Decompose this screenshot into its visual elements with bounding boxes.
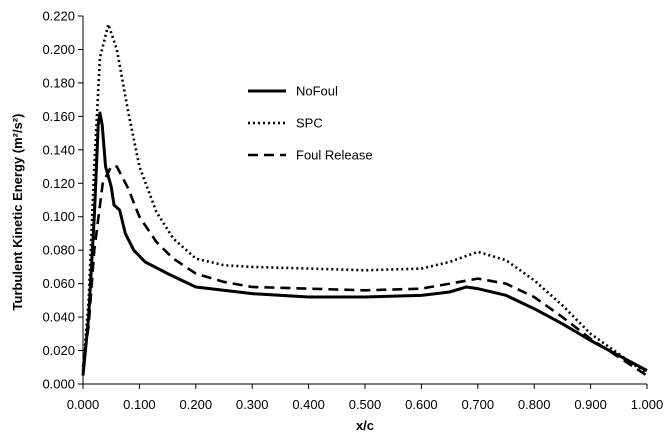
x-tick-label: 0.600 bbox=[405, 397, 438, 412]
x-tick-label: 0.000 bbox=[67, 397, 100, 412]
y-tick-label: 0.200 bbox=[42, 42, 75, 57]
x-tick-label: 0.700 bbox=[462, 397, 495, 412]
y-tick-label: 0.140 bbox=[42, 142, 75, 157]
series-layer bbox=[81, 23, 648, 377]
y-axis-title: Turbulent Kinetic Energy (m²/s²) bbox=[10, 114, 25, 311]
y-tick-label: 0.220 bbox=[42, 9, 75, 24]
y-tick-label: 0.120 bbox=[42, 176, 75, 191]
series-line-foul-release bbox=[81, 165, 648, 377]
x-tick-label: 0.100 bbox=[123, 397, 156, 412]
y-tick-label: 0.000 bbox=[42, 377, 75, 392]
y-tick-label: 0.080 bbox=[42, 243, 75, 258]
y-tick-label: 0.160 bbox=[42, 109, 75, 124]
y-tick-label: 0.020 bbox=[42, 343, 75, 358]
y-axis-ticks: 0.000 0.020 0.040 0.060 0.080 0.100 0.120 0.140… bbox=[42, 9, 83, 392]
y-tick-label: 0.180 bbox=[42, 75, 75, 90]
x-tick-label: 0.800 bbox=[518, 397, 551, 412]
x-tick-label: 0.300 bbox=[236, 397, 269, 412]
y-tick-label: 0.040 bbox=[42, 310, 75, 325]
x-tick-label: 0.200 bbox=[180, 397, 213, 412]
y-tick-label: 0.060 bbox=[42, 276, 75, 291]
x-axis-title: x/c bbox=[356, 418, 374, 433]
x-tick-label: 0.400 bbox=[292, 397, 325, 412]
x-tick-label: 0.500 bbox=[349, 397, 382, 412]
series-line-nofoul bbox=[81, 111, 648, 376]
x-tick-label: 0.900 bbox=[574, 397, 607, 412]
legend-label-foul-release: Foul Release bbox=[296, 148, 373, 163]
y-tick-label: 0.100 bbox=[42, 209, 75, 224]
series-line-spc bbox=[81, 23, 648, 376]
legend-label-nofoul: NoFoul bbox=[296, 84, 338, 99]
legend: NoFoul SPC Foul Release bbox=[248, 84, 373, 163]
x-axis-ticks: 0.000 0.100 0.200 0.300 0.400 0.500 0.600 0.700… bbox=[67, 384, 664, 412]
x-tick-label: 1.000 bbox=[631, 397, 664, 412]
legend-label-spc: SPC bbox=[296, 116, 323, 131]
